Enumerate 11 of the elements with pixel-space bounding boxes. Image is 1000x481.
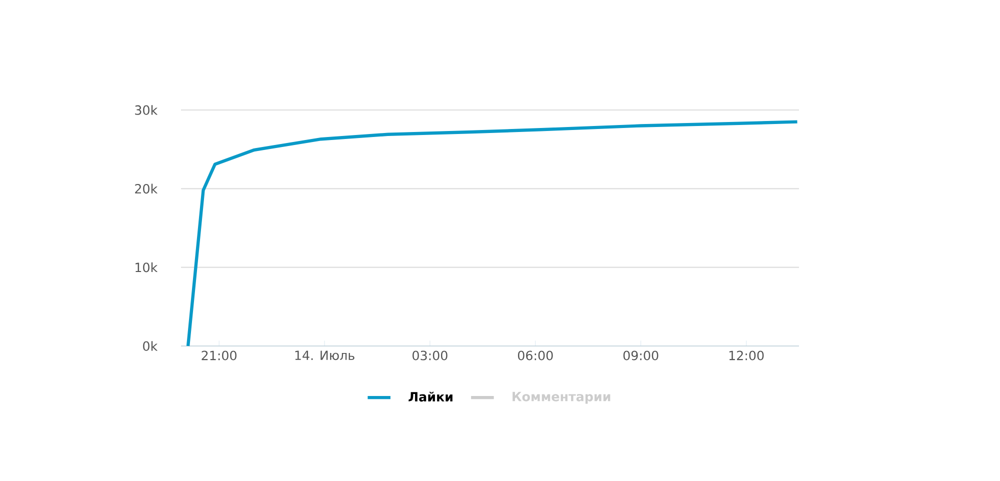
y-tick-label: 30k (135, 105, 158, 115)
x-tick-label: 03:00 (412, 350, 448, 360)
x-tick-label: 14. Июль (295, 350, 354, 360)
legend-label: Лайки (408, 392, 452, 402)
x-tick-label: 09:00 (623, 350, 658, 360)
x-tick-label: 21:00 (202, 350, 236, 360)
y-tick-label: 0k (143, 341, 158, 351)
y-tick-label: 20k (135, 184, 158, 194)
y-tick-label: 10k (136, 262, 158, 272)
x-tick-label: 06:00 (518, 350, 553, 360)
x-tick-label: 12:00 (729, 350, 764, 360)
